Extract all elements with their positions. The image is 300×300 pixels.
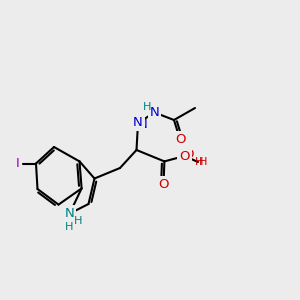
Text: I: I — [16, 157, 19, 170]
Text: H: H — [74, 216, 82, 226]
Text: O: O — [176, 133, 187, 146]
Text: H: H — [143, 101, 151, 112]
Text: O: O — [184, 148, 194, 161]
Text: O: O — [175, 133, 185, 146]
Text: H: H — [131, 115, 139, 125]
Text: N: N — [65, 212, 74, 225]
Text: H: H — [199, 157, 208, 167]
Text: O: O — [175, 133, 185, 146]
Text: H: H — [195, 157, 204, 167]
Text: N: N — [65, 207, 74, 220]
Text: O: O — [158, 178, 169, 191]
Text: I: I — [16, 157, 19, 170]
Text: N: N — [65, 207, 74, 220]
Text: O: O — [179, 149, 190, 163]
Text: N: N — [138, 118, 147, 131]
Text: H: H — [65, 222, 73, 232]
Text: O: O — [155, 178, 166, 191]
Text: O: O — [158, 178, 169, 191]
Text: N: N — [133, 116, 143, 130]
Text: N: N — [150, 106, 159, 119]
Text: I: I — [16, 157, 19, 170]
Text: O: O — [179, 149, 190, 163]
